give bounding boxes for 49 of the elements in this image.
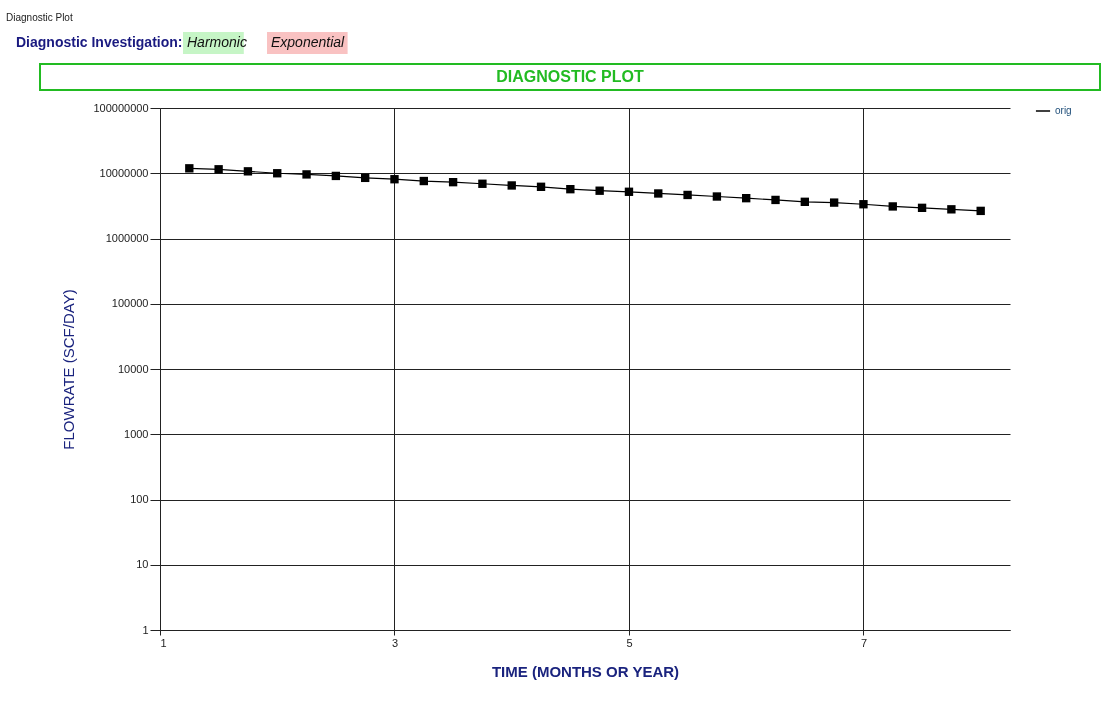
y-tick-label: 10 <box>136 558 149 571</box>
point <box>419 176 428 186</box>
y-tick-label: 1000 <box>124 427 149 440</box>
y-tick-label: 100000000 <box>93 101 149 114</box>
point <box>742 193 751 203</box>
point <box>566 185 575 194</box>
x-tick-label: 5 <box>626 636 633 649</box>
point <box>976 206 985 216</box>
point <box>917 203 927 213</box>
point <box>360 173 370 183</box>
chart-title: DIAGNOSTIC PLOT <box>496 68 644 85</box>
point <box>331 171 341 181</box>
point <box>478 179 487 188</box>
point <box>859 200 868 209</box>
point <box>595 186 604 195</box>
y-tick-label: 1000000 <box>105 232 149 244</box>
y-tick-label: 100000 <box>111 297 149 310</box>
y-tick-label: 10000 <box>117 362 149 375</box>
point <box>771 195 780 205</box>
point <box>273 169 282 178</box>
point <box>448 177 458 187</box>
point <box>243 167 253 176</box>
x-axis-title: TIME (MONTHS OR YEAR) <box>491 662 680 680</box>
point <box>829 198 839 207</box>
text: Exponential <box>271 34 346 50</box>
point <box>624 187 634 196</box>
x-tick-label: 1 <box>160 636 167 649</box>
text: Harmonic <box>187 34 247 50</box>
point <box>536 182 546 191</box>
y-tick-label: 1 <box>142 623 149 636</box>
y-tick-label: 10000000 <box>99 166 149 179</box>
point <box>683 190 692 200</box>
x-tick-label: 3 <box>391 636 399 649</box>
point <box>654 189 663 198</box>
y-axis-title: FLOWRATE (SCF/DAY) <box>60 289 78 450</box>
legend-label: orig <box>1055 105 1072 116</box>
x-tick-label: 7 <box>860 636 868 649</box>
text: Diagnostic Plot <box>6 12 73 23</box>
point <box>507 181 516 190</box>
point <box>302 170 311 179</box>
point <box>800 197 810 206</box>
text: Diagnostic Investigation: <box>16 34 183 50</box>
point <box>712 192 722 201</box>
point <box>390 175 399 184</box>
point <box>947 205 956 214</box>
y-tick-label: 100 <box>130 493 149 505</box>
point <box>888 202 897 211</box>
point <box>185 164 194 173</box>
point <box>214 165 223 174</box>
